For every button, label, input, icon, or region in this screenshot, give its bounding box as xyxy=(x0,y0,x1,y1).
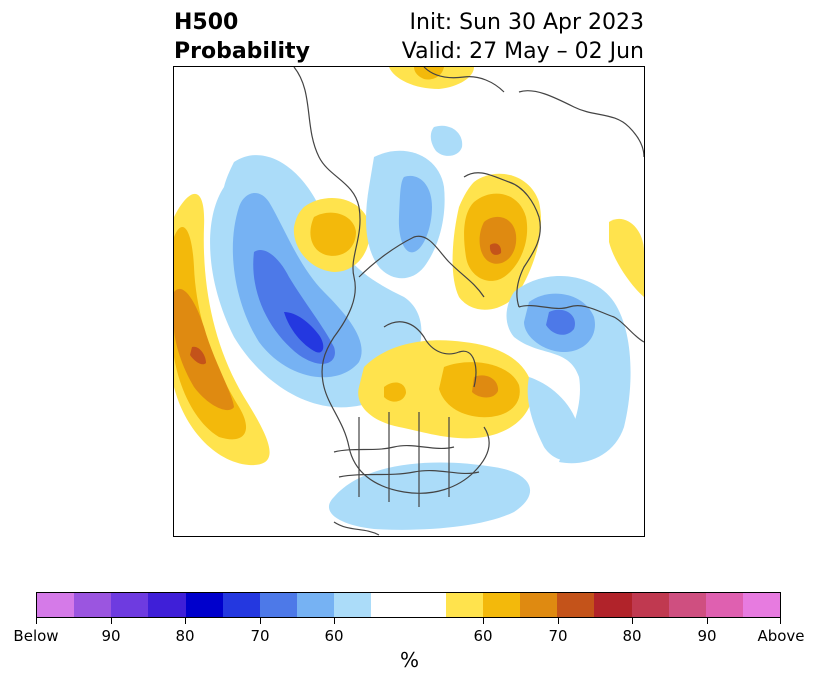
colorbar-cell xyxy=(705,593,743,617)
colorbar-tick xyxy=(334,618,335,624)
colorbar-cell xyxy=(37,593,75,617)
anomaly-blue-70-arctic xyxy=(398,175,432,253)
anomaly-yellow-90-west xyxy=(190,346,206,365)
colorbar-cell xyxy=(594,593,632,617)
anomaly-blue-60-atlantic-e xyxy=(527,377,580,461)
colorbar-label: 70 xyxy=(548,627,568,645)
coastlines xyxy=(293,67,644,536)
colorbar-tick xyxy=(36,618,37,624)
colorbar-label: 90 xyxy=(697,627,717,645)
title-metric: Probability xyxy=(174,39,310,64)
anomaly-blue-80-asia xyxy=(546,309,575,335)
colorbar-label: 60 xyxy=(324,627,344,645)
probability-map xyxy=(173,66,645,537)
colorbar xyxy=(36,592,781,618)
colorbar-label: 90 xyxy=(101,627,121,645)
anomaly-blue-60-us xyxy=(328,462,531,530)
anomaly-yellow-70-top xyxy=(414,67,444,80)
colorbar-tick xyxy=(558,618,559,624)
anomaly-yellow-70-bering xyxy=(310,212,356,256)
chart-title-right: Init: Sun 30 Apr 2023 Valid: 27 May – 02… xyxy=(402,8,644,66)
chart-title-left: H500 Probability xyxy=(174,8,310,66)
colorbar-cell xyxy=(520,593,558,617)
title-variable: H500 xyxy=(174,10,239,35)
anomaly-blue-90-pacific xyxy=(284,312,324,353)
colorbar-cell xyxy=(371,593,409,617)
anomaly-blue-70-pacific xyxy=(232,192,362,378)
valid-range: Valid: 27 May – 02 Jun xyxy=(401,39,644,64)
colorbar-cell xyxy=(74,593,112,617)
colorbar-cell xyxy=(742,593,781,617)
colorbar-label: 70 xyxy=(250,627,270,645)
colorbar-cell xyxy=(297,593,335,617)
colorbar-cell xyxy=(445,593,483,617)
colorbar-cell xyxy=(334,593,372,617)
colorbar-label: 80 xyxy=(622,627,642,645)
colorbar-cell xyxy=(668,593,706,617)
colorbar-label: Above xyxy=(757,627,805,645)
colorbar-tick xyxy=(483,618,484,624)
colorbar-tick xyxy=(780,618,781,624)
colorbar-cell xyxy=(631,593,669,617)
colorbar-cell xyxy=(185,593,223,617)
colorbar-tick xyxy=(111,618,112,624)
anomaly-yellow-90-europe xyxy=(489,243,502,255)
anomaly-yellow-80-west xyxy=(174,288,234,411)
anomaly-yellow-80-europe xyxy=(479,216,517,264)
colorbar-ticks: Below 90 80 70 60 60 70 80 90 Above xyxy=(13,618,805,648)
colorbar-cell xyxy=(259,593,298,617)
map-svg xyxy=(174,67,644,536)
colorbar-cell xyxy=(111,593,149,617)
colorbar-label: 60 xyxy=(473,627,493,645)
colorbar-unit: % xyxy=(399,648,419,672)
anomaly-yellow-70-west xyxy=(174,227,247,440)
colorbar-cell xyxy=(482,593,521,617)
colorbar-cell xyxy=(148,593,186,617)
colorbar-label: Below xyxy=(13,627,59,645)
anomaly-yellow-70-canada-w xyxy=(384,382,406,402)
colorbar-cell xyxy=(408,593,446,617)
colorbar-cell xyxy=(557,593,595,617)
colorbar-tick xyxy=(707,618,708,624)
colorbar-tick xyxy=(185,618,186,624)
colorbar-label: 80 xyxy=(175,627,195,645)
colorbar-cell xyxy=(222,593,260,617)
colorbar-tick xyxy=(260,618,261,624)
anomaly-yellow-80-canada xyxy=(472,375,499,398)
anomaly-yellow-60-eastasia xyxy=(609,218,644,297)
anomaly-blue-60-atlantic xyxy=(430,125,463,156)
colorbar-tick xyxy=(632,618,633,624)
init-date: Init: Sun 30 Apr 2023 xyxy=(409,10,644,35)
